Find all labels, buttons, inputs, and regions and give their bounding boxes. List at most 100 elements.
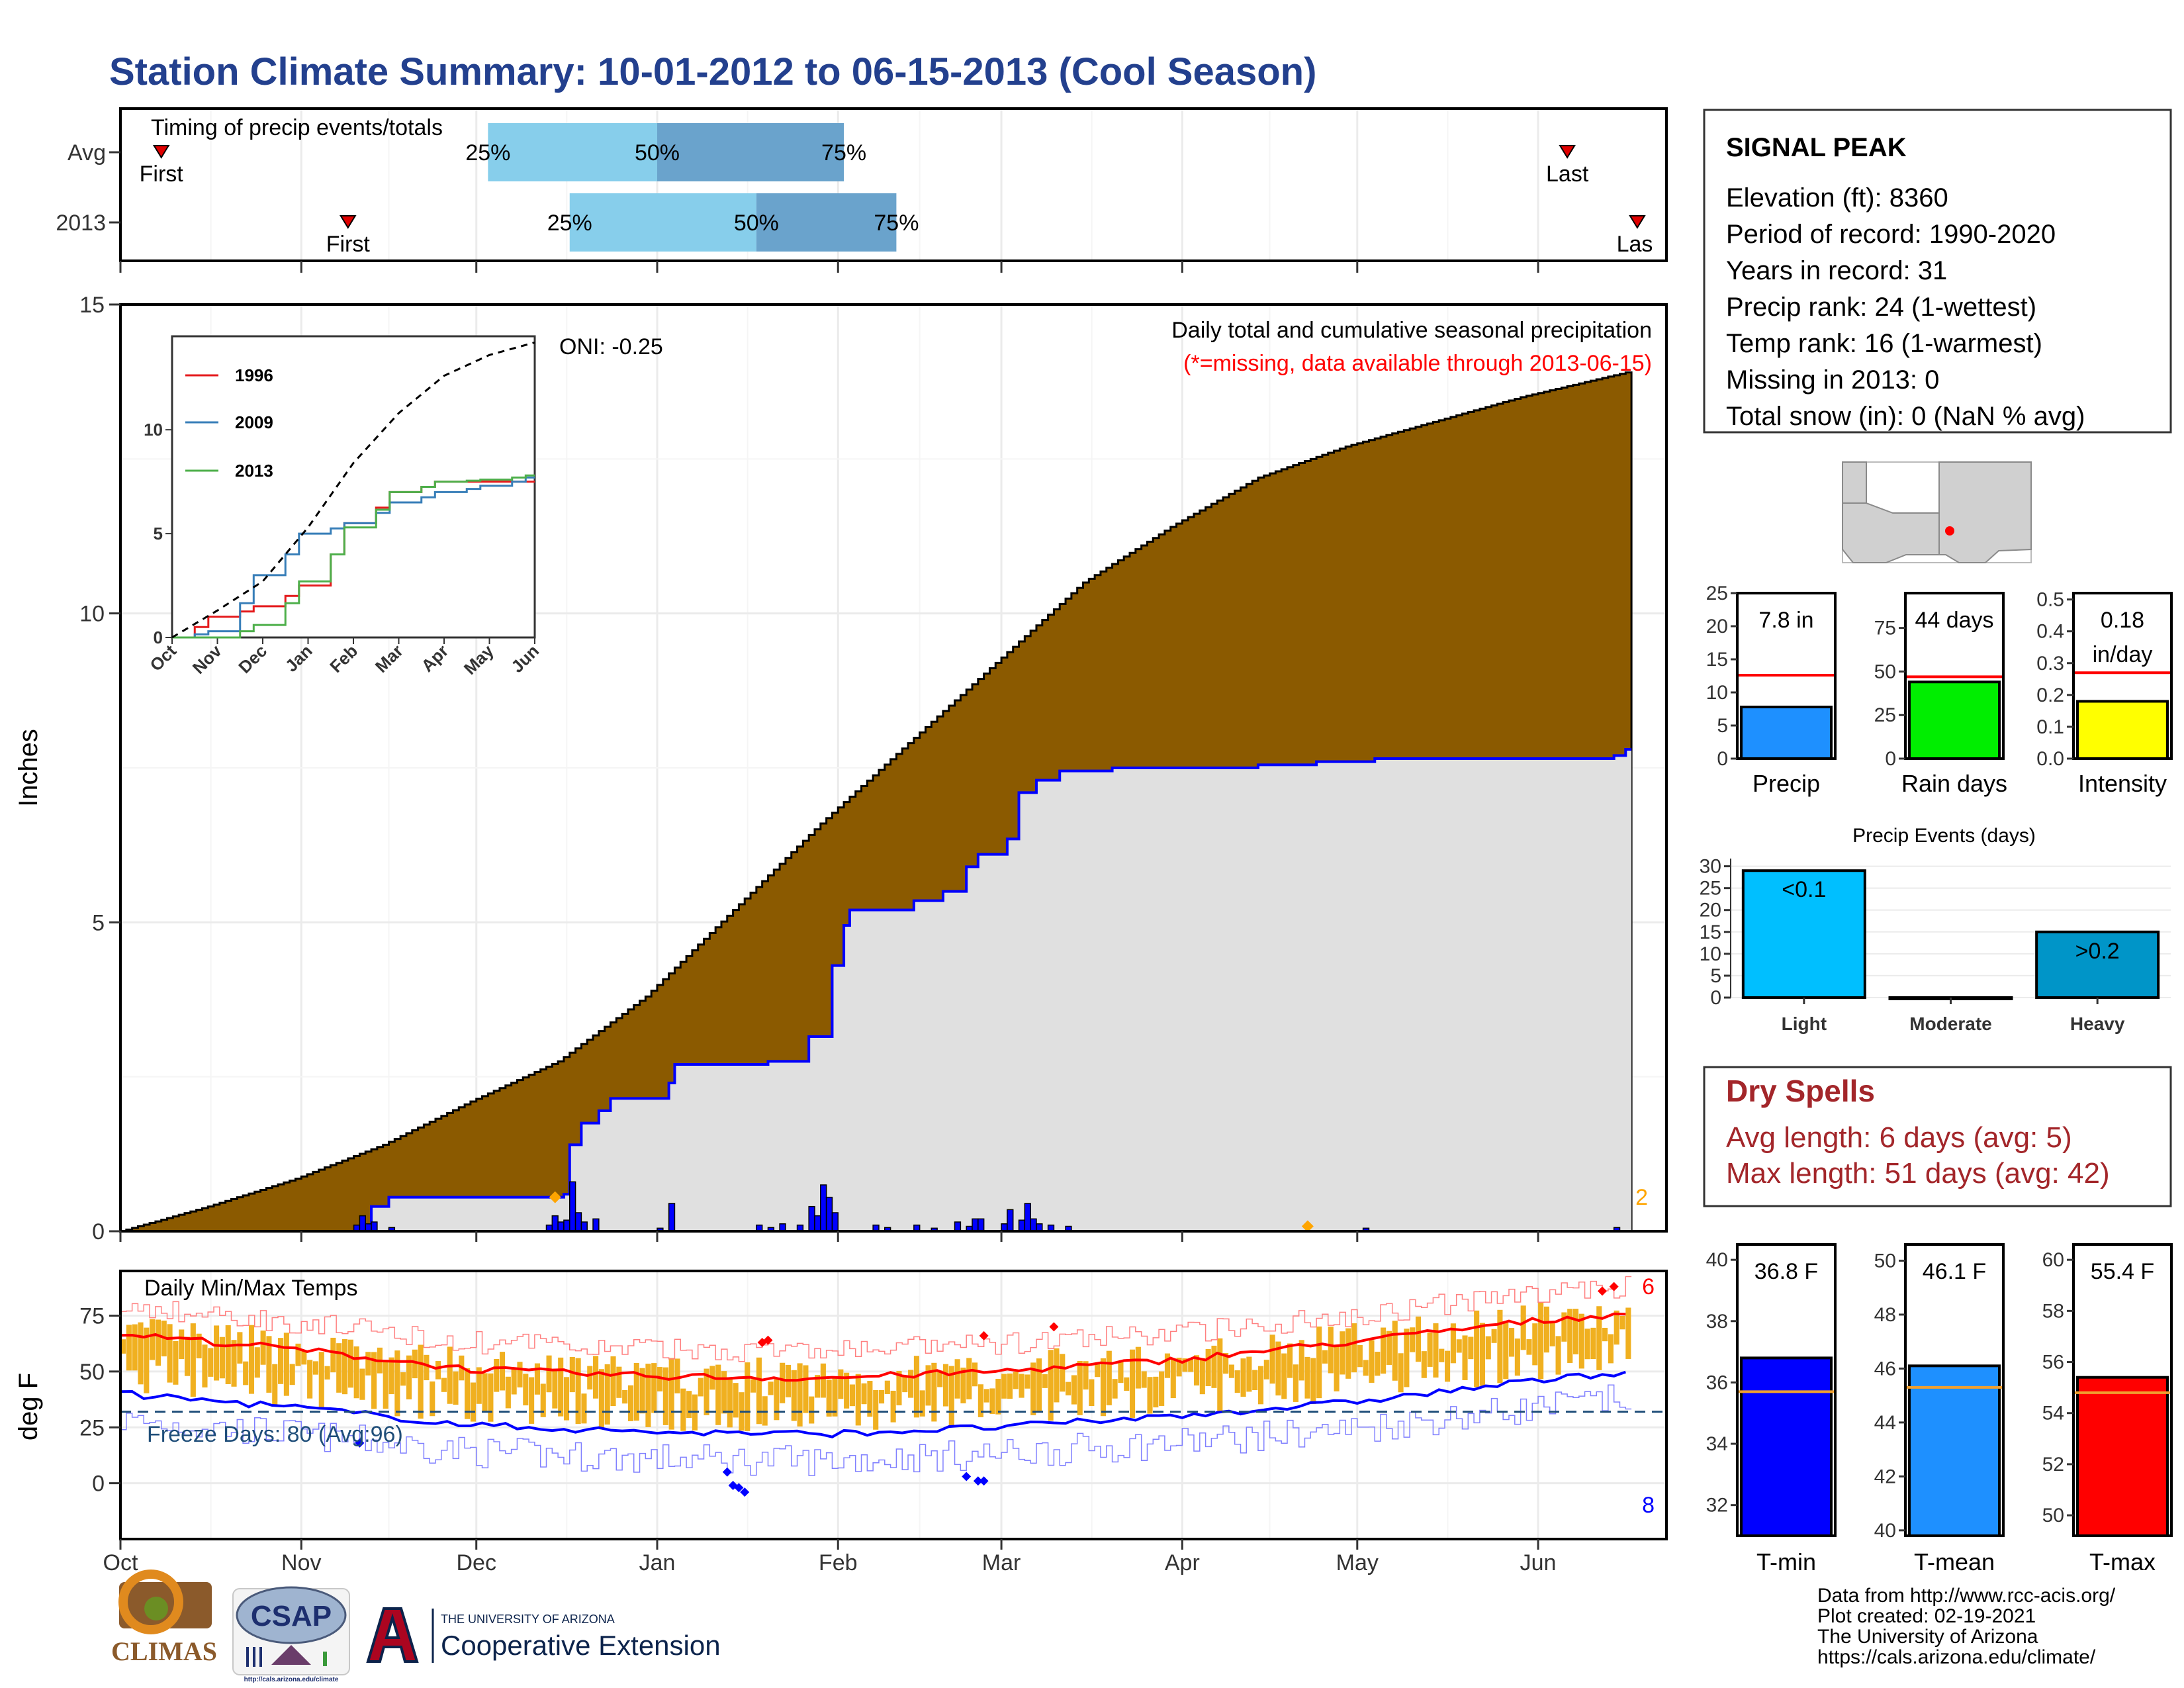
daily-temp-bar xyxy=(662,1367,668,1425)
events-category-Heavy: Heavy xyxy=(2070,1013,2125,1034)
daily-temp-bar xyxy=(1024,1374,1030,1389)
daily-temp-bar xyxy=(1404,1329,1410,1387)
daily-temp-bar xyxy=(383,1361,388,1409)
daily-temp-bar xyxy=(873,1389,879,1430)
daily-temp-bar xyxy=(546,1355,552,1393)
daily-temp-bar xyxy=(150,1319,156,1360)
month-label-Mar: Mar xyxy=(982,1550,1021,1575)
footer-credits: Data from http://www.rcc-acis.org/ Plot … xyxy=(1817,1585,2116,1668)
daily-temp-bar xyxy=(1526,1339,1532,1355)
record-low-marker xyxy=(734,1483,744,1493)
daily-temp-bar xyxy=(616,1366,622,1398)
daily-temp-bar xyxy=(1205,1348,1211,1387)
tmin-frame xyxy=(1736,1243,1837,1537)
daily-temp-bar xyxy=(476,1367,482,1404)
timing-panel: 25% 50% 75% First Last 25% 50% 75% First Las Timi… xyxy=(56,107,1668,262)
daily-temp-bar xyxy=(674,1358,680,1393)
daily-temp-bar xyxy=(371,1352,377,1409)
daily-temp-bar xyxy=(686,1391,692,1418)
daily-temp-bar xyxy=(1514,1338,1520,1376)
daily-temp-bar xyxy=(511,1368,517,1395)
daily-precip-bar xyxy=(557,1221,565,1232)
daily-temp-bar xyxy=(126,1325,132,1371)
daily-temp-bar xyxy=(272,1364,278,1406)
daily-temp-bar xyxy=(844,1372,850,1409)
daily-temp-bar xyxy=(960,1367,966,1403)
tmean-ytick-label: 48 xyxy=(1874,1304,1896,1326)
daily-temp-bar xyxy=(1381,1327,1387,1374)
daily-temp-bar xyxy=(919,1390,925,1417)
intensity-ytick-label: 0.3 xyxy=(2036,653,2064,675)
station-line-7: Total snow (in): 0 (NaN % avg) xyxy=(1726,402,2085,431)
daily-temp-bar xyxy=(1572,1309,1579,1354)
daily-temp-bar xyxy=(1538,1302,1544,1380)
daily-temp-bar xyxy=(1246,1356,1252,1392)
daily-temp-bar xyxy=(745,1362,751,1431)
freeze-days-label: Freeze Days: 80 (Avg:96) xyxy=(147,1422,403,1447)
ua-small-text: THE UNIVERSITY OF ARIZONA xyxy=(441,1613,615,1626)
daily-temp-bar xyxy=(1363,1360,1369,1376)
daily-temp-bar xyxy=(365,1352,371,1376)
tmean-category-label: T-mean xyxy=(1914,1548,1995,1575)
daily-temp-bar xyxy=(855,1374,861,1426)
daily-temp-bar xyxy=(1071,1375,1077,1405)
daily-temp-bar xyxy=(1141,1371,1147,1388)
temp-ytick-label: 0 xyxy=(92,1472,105,1497)
station-name: SIGNAL PEAK xyxy=(1726,133,1907,162)
daily-temp-bar xyxy=(225,1325,231,1384)
temp-ytick-label: 50 xyxy=(79,1360,105,1385)
daily-temp-bar xyxy=(1351,1323,1357,1373)
month-label-Jan: Jan xyxy=(639,1550,676,1575)
daily-temp-bar xyxy=(1567,1309,1573,1363)
intensity-ytick-label: 0.0 xyxy=(2036,748,2064,770)
events-ytick-label: 30 xyxy=(1700,856,1721,878)
last-label-Avg: Last xyxy=(1546,162,1589,187)
intensity-ytick-label: 0.4 xyxy=(2036,621,2064,643)
daily-temp-bar xyxy=(430,1381,435,1417)
timing-pct-Avg-0: 25% xyxy=(465,140,510,165)
climas-text: CLIMAS xyxy=(111,1636,217,1666)
daily-temp-bar xyxy=(1386,1331,1392,1365)
daily-temp-bar xyxy=(581,1393,587,1424)
precip-total-ytick-label: 0 xyxy=(1717,748,1728,770)
record-max-line xyxy=(120,1276,1632,1362)
daily-temp-bar xyxy=(1625,1307,1631,1359)
station-line-5: Temp rank: 16 (1-warmest) xyxy=(1726,329,2042,358)
daily-temp-bar xyxy=(1124,1377,1130,1391)
precip-total-ytick-label: 25 xyxy=(1706,583,1728,604)
daily-temp-bar xyxy=(1561,1312,1567,1342)
month-label-May: May xyxy=(1336,1550,1379,1575)
daily-temp-bar xyxy=(266,1336,272,1393)
precip-total-ytick-label: 10 xyxy=(1706,682,1728,704)
daily-temp-bar xyxy=(1322,1350,1328,1364)
precip-total-ytick-label: 15 xyxy=(1706,649,1728,671)
daily-temp-bar xyxy=(733,1383,739,1418)
daily-temp-bar xyxy=(1135,1346,1141,1389)
daily-temp-bar xyxy=(1036,1358,1042,1411)
daily-temp-bar xyxy=(913,1356,919,1418)
daily-temp-bar xyxy=(1497,1309,1503,1383)
daily-temp-bar xyxy=(1584,1329,1590,1360)
daily-temp-bar xyxy=(826,1380,832,1417)
page-title: Station Climate Summary: 10-01-2012 to 0… xyxy=(109,50,1316,93)
daily-temp-bar xyxy=(727,1377,733,1428)
missing-note: (*=missing, data available through 2013-… xyxy=(1183,351,1652,376)
daily-temp-bar xyxy=(243,1361,249,1385)
daily-temp-bar xyxy=(424,1354,430,1381)
daily-temp-bar xyxy=(283,1333,289,1396)
daily-temp-bar xyxy=(418,1344,424,1419)
daily-temp-bar xyxy=(1462,1335,1468,1380)
first-marker-2013 xyxy=(340,215,357,229)
record-low-marker xyxy=(973,1476,983,1486)
tmin-category-label: T-min xyxy=(1756,1548,1816,1575)
events-bar-Heavy xyxy=(2035,930,2160,999)
tmax-frame xyxy=(2072,1243,2173,1537)
tmin-value-label: 36.8 F xyxy=(1754,1259,1818,1284)
daily-temp-bar xyxy=(1211,1345,1217,1388)
precip-total-frame xyxy=(1736,592,1837,760)
daily-precip-bar xyxy=(954,1221,962,1232)
daily-temp-bar xyxy=(167,1324,173,1383)
tmax-value-label: 55.4 F xyxy=(2091,1259,2154,1284)
footer-line-2: Plot created: 02-19-2021 xyxy=(1817,1605,2036,1627)
